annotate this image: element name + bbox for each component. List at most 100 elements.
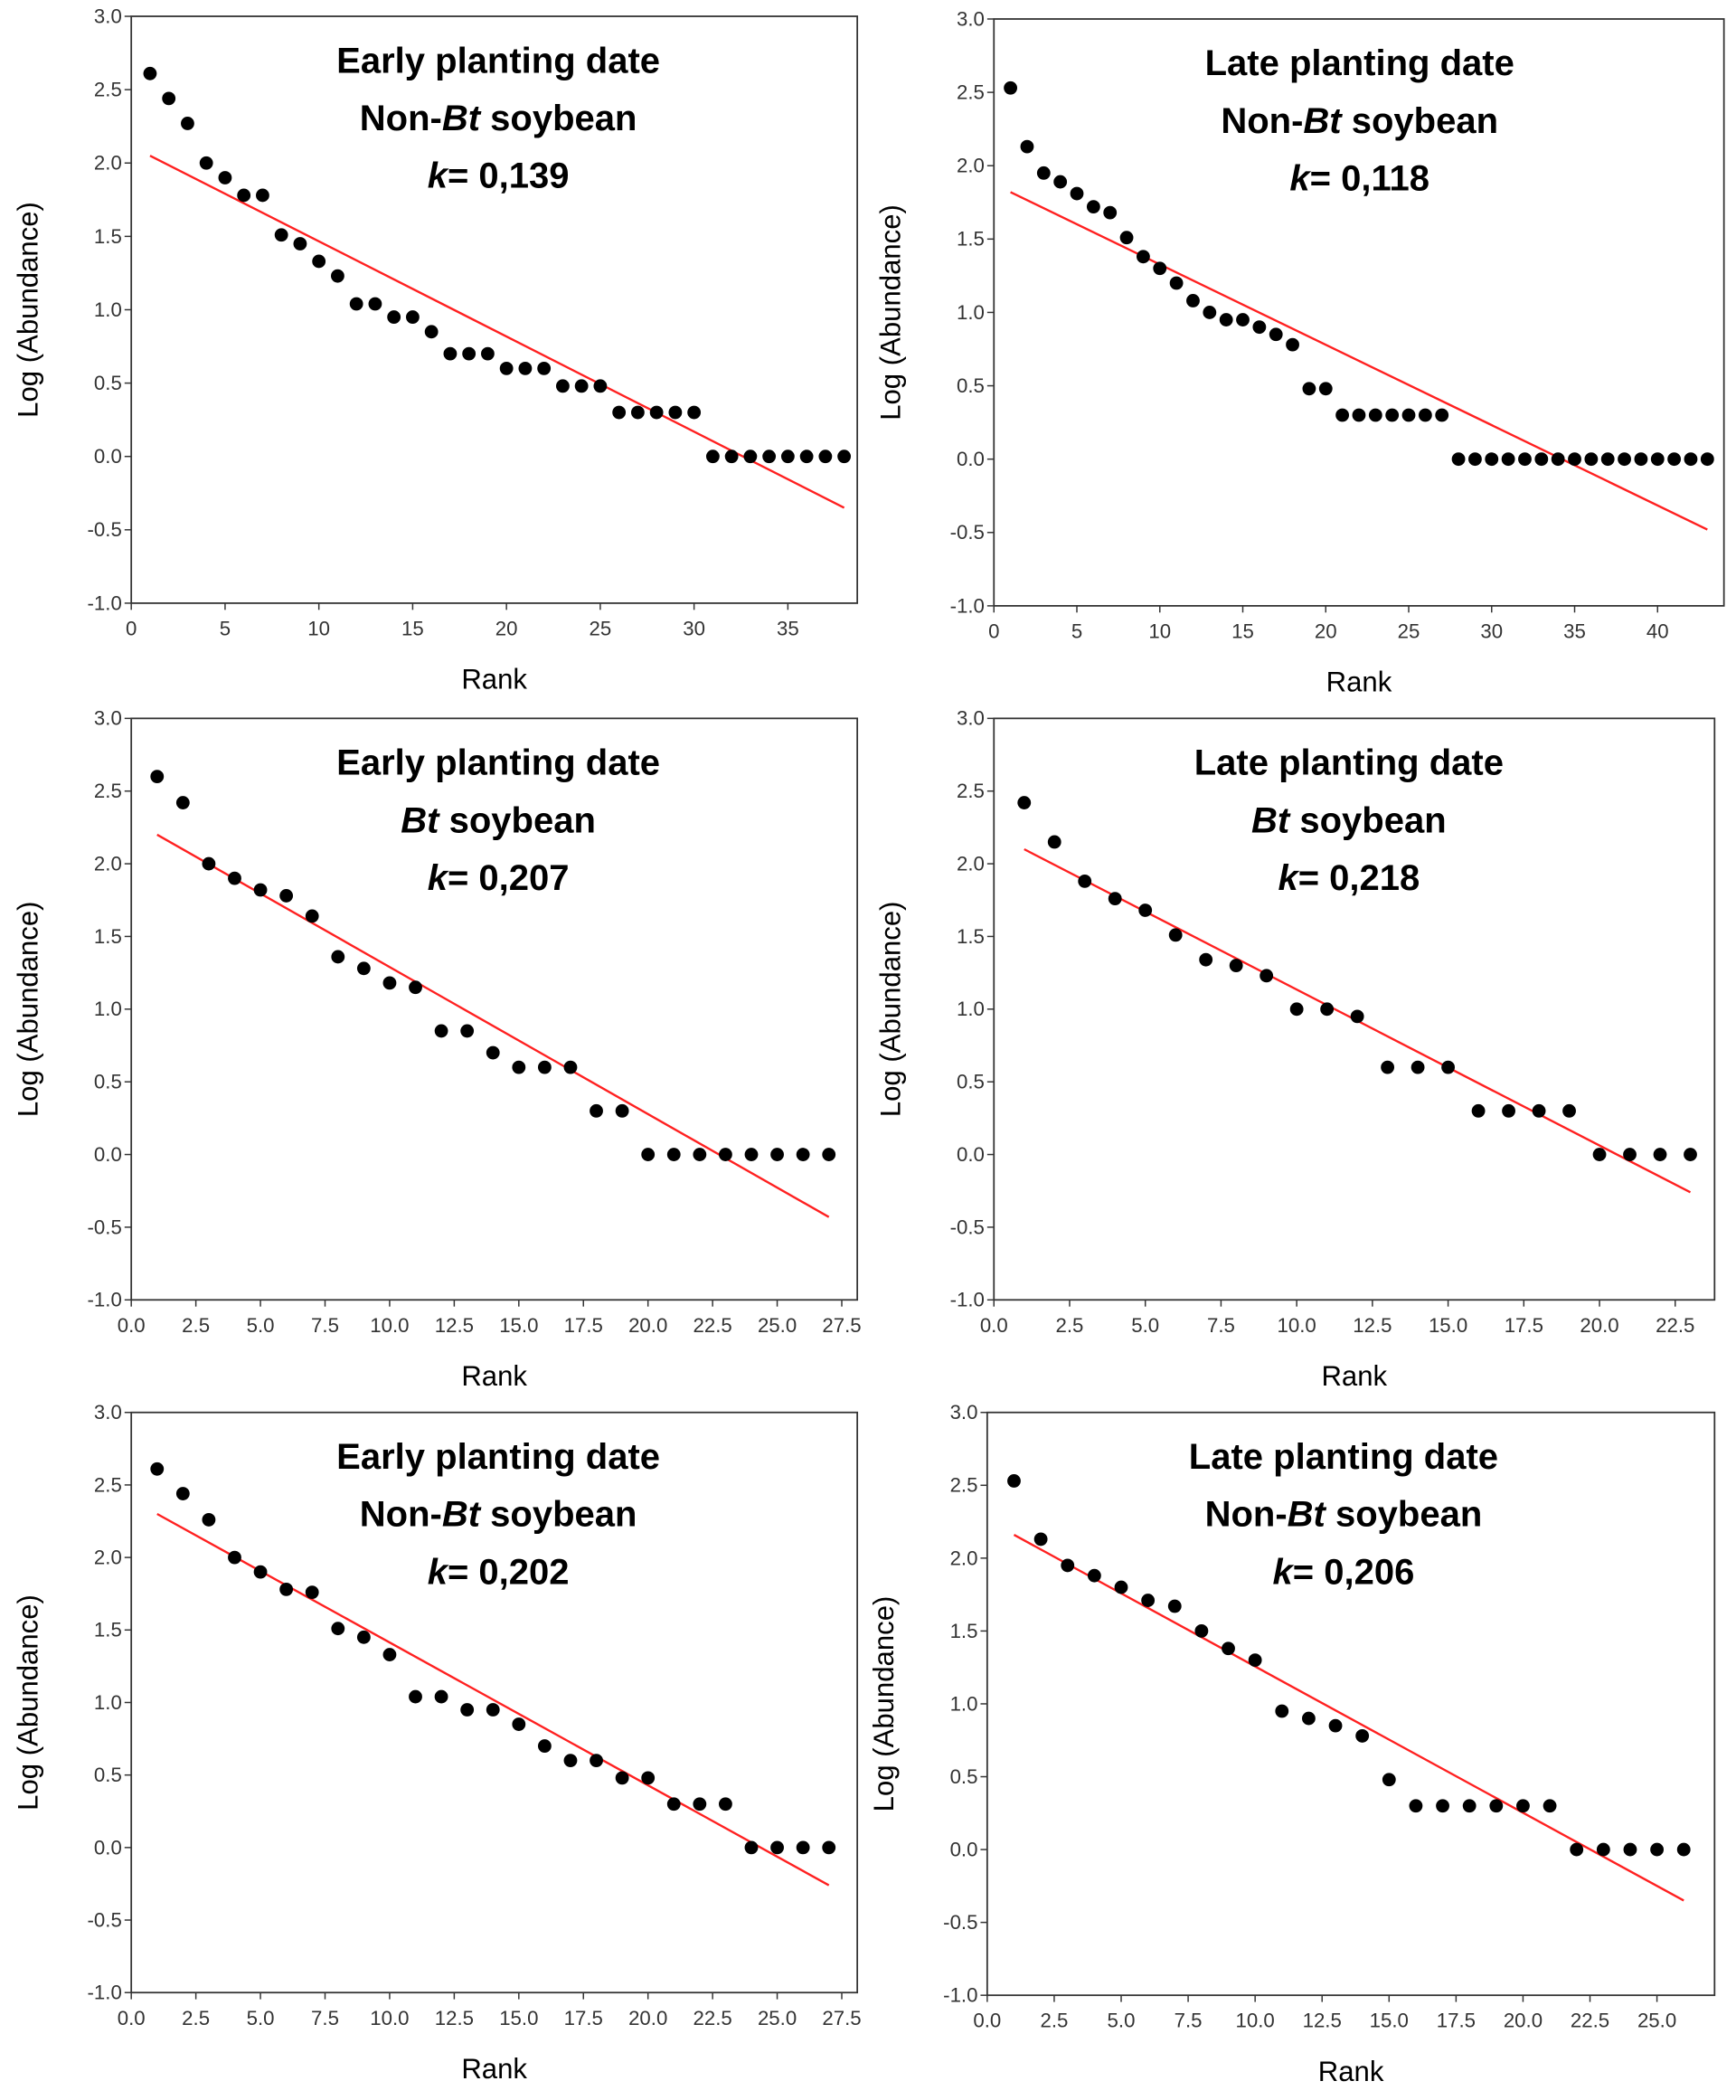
title-text: Non- bbox=[1221, 101, 1303, 141]
title-line-1: Late planting date bbox=[1205, 43, 1514, 83]
x-tick-label: 25 bbox=[590, 617, 612, 639]
title-text: Non- bbox=[360, 1495, 442, 1535]
y-tick-label: 3.0 bbox=[94, 1401, 122, 1424]
chart-title: Late planting date Non-Bt soybean k= 0,118 bbox=[1205, 43, 1514, 198]
data-point bbox=[724, 449, 739, 464]
data-point bbox=[1328, 1718, 1343, 1733]
data-point bbox=[1017, 796, 1032, 809]
title-line-3: k= 0,202 bbox=[428, 1552, 570, 1592]
y-tick-label: -1.0 bbox=[950, 1289, 985, 1311]
y-axis-label: Log (Abundance) bbox=[868, 1596, 900, 1812]
data-point bbox=[822, 1148, 836, 1161]
x-tick-label: 20.0 bbox=[628, 1314, 667, 1337]
y-tick-label: 1.0 bbox=[957, 998, 985, 1020]
data-point bbox=[762, 449, 777, 464]
y-tick-label: 0.0 bbox=[94, 1143, 122, 1166]
data-point bbox=[279, 1582, 294, 1596]
data-point bbox=[1248, 1653, 1262, 1668]
data-point bbox=[1518, 452, 1532, 467]
y-tick-label: 0.0 bbox=[94, 445, 122, 468]
x-tick-label: 5.0 bbox=[247, 1314, 275, 1337]
title-italic-text: Bt bbox=[1288, 1495, 1327, 1535]
data-point bbox=[574, 379, 589, 393]
data-point bbox=[1114, 1580, 1128, 1594]
data-point bbox=[228, 871, 241, 885]
data-point bbox=[1320, 1002, 1335, 1017]
data-point bbox=[150, 770, 165, 784]
data-point bbox=[1302, 1711, 1316, 1726]
data-point bbox=[1410, 1060, 1425, 1074]
title-line-1: Early planting date bbox=[336, 41, 660, 80]
x-tick-label: 15.0 bbox=[1370, 2010, 1409, 2032]
x-tick-label: 30 bbox=[683, 617, 705, 639]
data-point bbox=[649, 405, 664, 420]
data-point bbox=[1036, 166, 1051, 180]
data-point bbox=[1199, 952, 1213, 967]
data-point bbox=[406, 310, 420, 324]
data-point bbox=[693, 1797, 707, 1811]
chart-panel-1: -1.0 -0.5 0.0 0.5 1.0 1.5 2.0 2.5 3.0 0 5 10 15 20 25 3… bbox=[12, 5, 859, 695]
data-point bbox=[1676, 1842, 1691, 1857]
title-italic-text: k bbox=[428, 1552, 449, 1592]
title-line-2: Bt soybean bbox=[1251, 800, 1447, 840]
x-tick-label: 22.5 bbox=[1656, 1314, 1694, 1337]
data-point bbox=[512, 1717, 526, 1731]
data-point bbox=[705, 449, 720, 464]
x-tick-label: 22.5 bbox=[693, 1314, 732, 1337]
data-point bbox=[1684, 1148, 1697, 1161]
x-tick-label: 10.0 bbox=[1278, 1314, 1316, 1337]
x-tick-label: 0.0 bbox=[118, 2007, 146, 2029]
regression-line bbox=[149, 155, 845, 509]
x-tick-label: 25.0 bbox=[1637, 2010, 1676, 2032]
title-italic-text: k bbox=[1289, 159, 1311, 199]
data-point bbox=[744, 1840, 759, 1855]
y-tick-label: -0.5 bbox=[950, 1216, 985, 1238]
data-point bbox=[1138, 903, 1153, 917]
title-line-2: Non-Bt soybean bbox=[1221, 101, 1498, 141]
data-point bbox=[1700, 452, 1714, 467]
data-point bbox=[368, 297, 382, 311]
x-axis-label: Rank bbox=[1321, 1360, 1387, 1392]
title-line-3: k= 0,207 bbox=[428, 858, 570, 898]
data-point bbox=[331, 950, 345, 964]
chart-panel-5: -1.0 -0.5 0.0 0.5 1.0 1.5 2.0 2.5 3.0 0.0 2.5 5.0 7.… bbox=[12, 1401, 861, 2085]
data-point bbox=[780, 449, 795, 464]
data-point bbox=[434, 1024, 448, 1038]
title-line-2: Non-Bt soybean bbox=[360, 99, 637, 138]
data-point bbox=[744, 1148, 759, 1161]
x-tick-label: 20 bbox=[495, 617, 518, 639]
y-tick-label: 2.5 bbox=[94, 1473, 122, 1496]
data-point bbox=[181, 117, 194, 130]
data-point bbox=[1501, 452, 1515, 467]
y-tick-label: -1.0 bbox=[88, 1982, 122, 2004]
data-point bbox=[424, 325, 439, 339]
data-point bbox=[486, 1703, 500, 1717]
data-point bbox=[518, 361, 533, 375]
data-point bbox=[1168, 928, 1183, 942]
y-tick-label: -1.0 bbox=[88, 1289, 122, 1311]
data-point bbox=[1543, 1799, 1557, 1813]
data-point bbox=[1219, 313, 1233, 326]
y-tick-label: -1.0 bbox=[88, 591, 122, 614]
x-tick-label: 2.5 bbox=[1056, 1314, 1084, 1337]
data-point bbox=[818, 449, 833, 464]
data-point bbox=[1592, 1148, 1607, 1161]
data-point bbox=[1033, 1532, 1048, 1547]
chart-panel-3: -1.0 -0.5 0.0 0.5 1.0 1.5 2.0 2.5 3.0 0.0 2.5 5.0 7.… bbox=[12, 707, 861, 1392]
title-italic-text: k bbox=[428, 858, 449, 898]
data-point bbox=[143, 66, 157, 80]
x-tick-label: 0.0 bbox=[118, 1314, 146, 1337]
y-tick-label: 1.0 bbox=[94, 1691, 122, 1714]
data-point bbox=[1653, 1148, 1667, 1161]
x-tick-label: 20 bbox=[1315, 620, 1337, 642]
data-point bbox=[253, 883, 268, 897]
x-tick-label: 2.5 bbox=[1040, 2010, 1068, 2032]
data-point bbox=[331, 1622, 345, 1636]
title-italic-text: k bbox=[1273, 1552, 1295, 1592]
data-point bbox=[1634, 452, 1648, 467]
y-tick-label: 1.5 bbox=[94, 225, 122, 248]
data-point bbox=[1169, 276, 1184, 290]
data-point bbox=[1409, 1799, 1423, 1813]
x-tick-label: 15.0 bbox=[499, 1314, 538, 1337]
